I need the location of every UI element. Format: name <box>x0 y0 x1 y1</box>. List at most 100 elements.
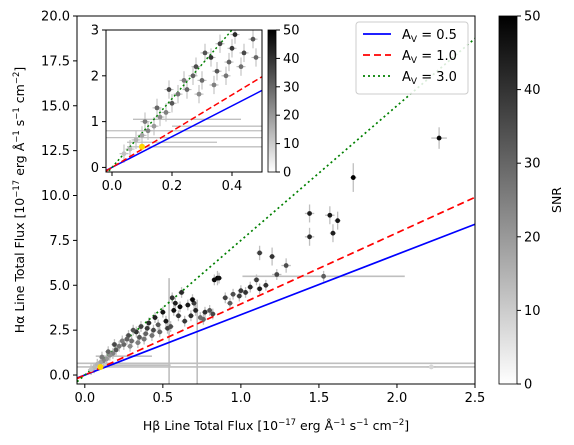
y-tick-label: 15.0 <box>41 99 70 114</box>
data-point <box>247 284 253 290</box>
extinction-line <box>107 30 233 172</box>
main-x-ticks: 0.0 0.5 1.0 1.5 2.0 2.5 <box>74 384 485 406</box>
data-point <box>177 304 183 310</box>
data-point <box>151 327 156 333</box>
data-point <box>274 272 280 277</box>
x-tick-label: 1.0 <box>231 391 252 406</box>
data-point <box>107 352 113 358</box>
x-axis-label: Hβ Line Total Flux [10−17 erg Å−1 s−1 cm… <box>143 418 409 433</box>
data-point <box>223 73 229 79</box>
data-point <box>238 288 244 294</box>
inset-y-ticks: 0 1 2 3 <box>91 24 106 176</box>
main-extinction-lines <box>77 37 475 383</box>
data-point <box>263 282 269 288</box>
data-point <box>335 218 341 224</box>
data-point <box>197 315 203 320</box>
y-tick-label: 12.5 <box>41 144 70 159</box>
highlight-point <box>97 363 104 370</box>
data-point <box>149 333 155 338</box>
data-point <box>138 324 144 329</box>
data-point <box>185 302 191 308</box>
data-point <box>119 338 125 344</box>
data-point <box>210 311 216 317</box>
extinction-line <box>106 76 262 172</box>
data-point <box>181 77 187 83</box>
inset-colorbar-tick-label: 10 <box>283 137 300 152</box>
data-point <box>230 291 236 297</box>
data-point <box>211 277 217 283</box>
data-point <box>193 308 199 313</box>
data-point <box>190 73 196 79</box>
data-point <box>144 325 150 331</box>
data-point <box>139 132 145 138</box>
data-point <box>327 212 333 218</box>
colorbar-tick-label: 50 <box>524 10 541 25</box>
inset-colorbar-ticks: 0 10 20 30 40 50 <box>276 24 300 181</box>
colorbar-tick-label: 10 <box>524 304 541 319</box>
y-tick-label: 2.5 <box>49 324 70 339</box>
inset-x-tick-label: 0.2 <box>162 179 183 194</box>
inset-x-ticks: 0.0 0.2 0.4 <box>102 172 243 194</box>
colorbar-tick-label: 20 <box>524 230 541 245</box>
legend-label: AV = 3.0 <box>402 70 457 87</box>
data-point <box>124 336 130 342</box>
data-point <box>350 175 356 180</box>
inset-y-tick-label: 2 <box>91 69 99 84</box>
data-point <box>129 338 135 344</box>
legend: AV = 0.5 AV = 1.0 AV = 3.0 <box>355 21 469 95</box>
inset-colorbar: 0 10 20 30 40 50 <box>267 24 300 181</box>
data-point <box>152 315 158 320</box>
data-point <box>105 349 111 355</box>
inset-axes-frame <box>105 29 263 173</box>
inset-data-points <box>121 32 259 157</box>
data-point <box>188 313 194 319</box>
data-point <box>141 336 147 342</box>
data-point <box>243 290 248 295</box>
y-tick-label: 20.0 <box>41 10 70 25</box>
data-point <box>176 313 181 319</box>
data-point <box>436 135 442 141</box>
data-point <box>208 55 214 60</box>
y-tick-label: 17.5 <box>41 54 70 69</box>
data-point <box>113 347 119 353</box>
data-point <box>229 45 235 51</box>
data-point <box>211 82 217 88</box>
data-point <box>166 87 172 92</box>
data-point <box>202 50 208 56</box>
data-point <box>232 32 238 37</box>
data-point <box>133 137 139 143</box>
data-point <box>157 329 163 335</box>
data-point <box>163 318 169 324</box>
legend-label: AV = 0.5 <box>402 28 457 45</box>
inset-x-tick-label: 0.4 <box>222 179 243 194</box>
data-point <box>241 50 247 56</box>
legend-label: AV = 1.0 <box>402 49 457 66</box>
data-point <box>99 354 105 360</box>
colorbar-tick-label: 40 <box>524 83 541 98</box>
data-point <box>137 334 142 340</box>
data-point <box>250 36 256 42</box>
data-point <box>157 114 163 120</box>
data-point <box>238 64 244 70</box>
inset-colorbar-tick-label: 0 <box>283 166 291 181</box>
data-point <box>254 277 259 283</box>
data-point <box>127 146 133 152</box>
data-point <box>163 110 169 115</box>
y-tick-label: 0.0 <box>49 369 70 384</box>
data-point <box>121 342 127 347</box>
data-point <box>179 290 184 295</box>
data-point <box>116 343 122 349</box>
colorbar-tick-label: 30 <box>524 157 541 172</box>
y-tick-label: 10.0 <box>41 189 70 204</box>
data-point <box>184 87 190 92</box>
data-point <box>168 324 174 329</box>
y-axis-label: Hα Line Total Flux [10−17 erg Å−1 s−1 cm… <box>12 67 27 334</box>
data-point <box>227 300 233 306</box>
main-axes-frame <box>76 15 476 385</box>
data-point <box>196 91 202 97</box>
data-point <box>283 263 289 268</box>
data-point <box>169 100 175 106</box>
inset-plot-area: 0.0 0.2 0.4 0 1 2 3 <box>91 24 263 194</box>
data-point <box>88 367 94 373</box>
